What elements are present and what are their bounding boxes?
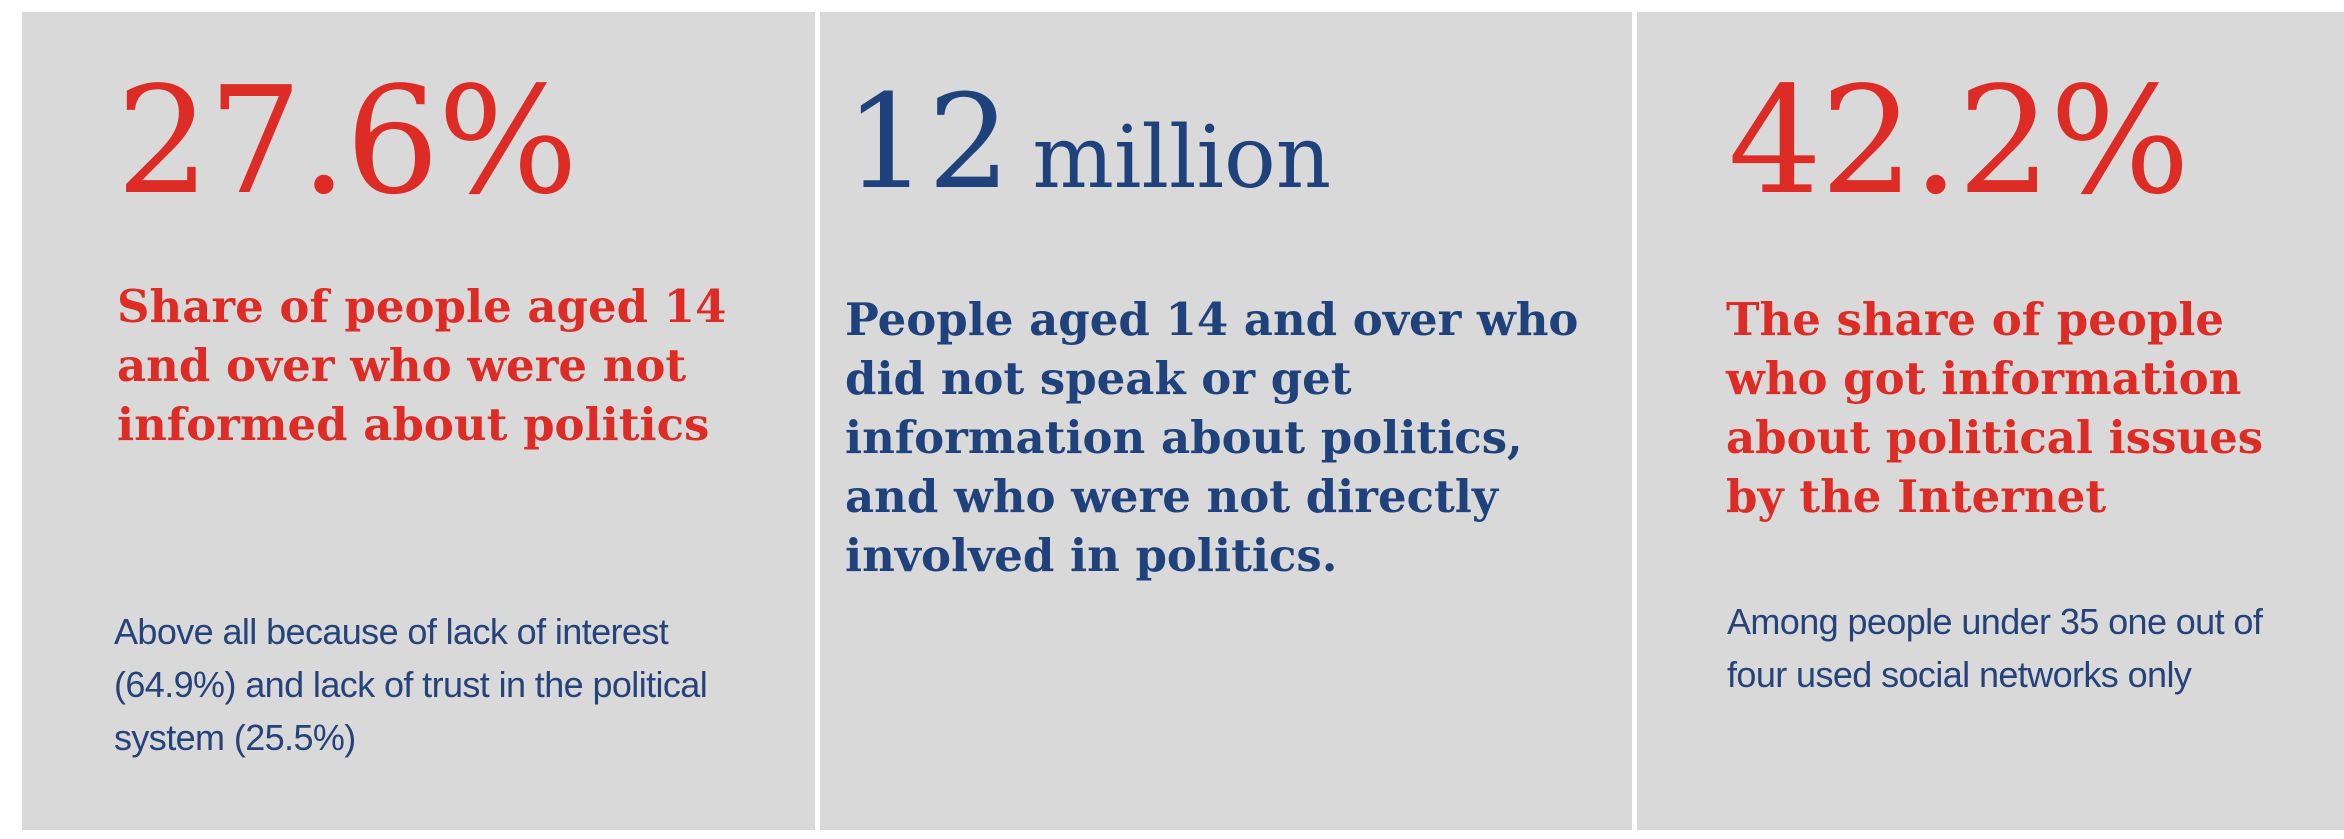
stat-value-not-informed: 27.6% (116, 55, 578, 227)
stat-unit: million (1032, 108, 1332, 208)
stat-column-not-involved: 12 million People aged 14 and over who di… (817, 12, 1629, 830)
stat-column-not-informed: 27.6% Share of people aged 14 and over w… (22, 12, 817, 830)
column-divider (1632, 12, 1637, 830)
stat-description-internet: The share of people who got information … (1726, 293, 2264, 523)
infographic-panel: 27.6% Share of people aged 14 and over w… (22, 12, 2344, 830)
stat-note-not-informed: Above all because of lack of interest (6… (114, 611, 708, 758)
stat-column-internet: 42.2% The share of people who got inform… (1629, 12, 2344, 830)
column-divider (815, 12, 820, 830)
stat-value-internet: 42.2% (1728, 55, 2190, 227)
stat-note-internet: Among people under 35 one out of four us… (1727, 601, 2263, 695)
stat-description-not-informed: Share of people aged 14 and over who wer… (117, 280, 727, 451)
stat-number: 12 (845, 66, 1011, 218)
stat-value-not-involved: 12 million (845, 77, 1331, 207)
stat-description-not-involved: People aged 14 and over who did not spea… (845, 293, 1579, 582)
